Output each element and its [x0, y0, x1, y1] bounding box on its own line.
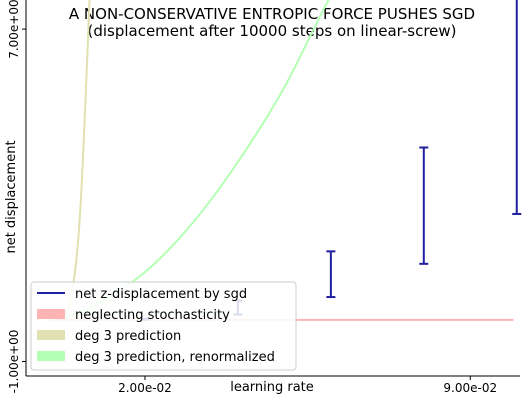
legend-item-2: deg 3 prediction: [37, 329, 181, 344]
y-tick-label: 7.00e+00: [7, 0, 21, 59]
errorbar-3: [419, 146, 429, 265]
legend-swatch: [37, 330, 65, 340]
chart-title: A NON-CONSERVATIVE ENTROPIC FORCE PUSHES…: [69, 5, 475, 23]
legend-item-1: neglecting stochasticity: [37, 308, 230, 323]
x-tick-label: 9.00e-02: [443, 381, 497, 395]
x-axis-label: learning rate: [230, 380, 314, 395]
legend-box: [30, 281, 297, 371]
y-axis-label: net displacement: [4, 140, 19, 253]
series-line-3: [47, 0, 330, 321]
legend-label: net z-displacement by sgd: [75, 287, 247, 302]
x-tick-label: 2.00e-02: [118, 381, 172, 395]
x-ticks: 2.00e-02 9.00e-02: [118, 376, 497, 395]
errorbar-4: [512, 0, 522, 215]
legend-label: deg 3 prediction, renormalized: [75, 350, 275, 365]
legend: net z-displacement by sgd neglecting stoc…: [30, 281, 297, 371]
errorbar-2: [326, 250, 336, 299]
series-curves: [47, 0, 514, 321]
legend-swatch: [37, 351, 65, 361]
y-ticks: 7.00e+00 -1.00e+00: [7, 0, 26, 393]
legend-swatch: [37, 309, 65, 319]
legend-item-0: net z-displacement by sgd: [37, 287, 247, 302]
legend-label: neglecting stochasticity: [75, 308, 230, 323]
chart-subtitle: (displacement after 10000 steps on linea…: [87, 22, 456, 40]
legend-item-3: deg 3 prediction, renormalized: [37, 350, 275, 365]
series-line-2: [47, 0, 91, 321]
errorbar-series: [140, 0, 522, 321]
legend-label: deg 3 prediction: [75, 329, 181, 344]
y-tick-label: -1.00e+00: [7, 330, 21, 394]
